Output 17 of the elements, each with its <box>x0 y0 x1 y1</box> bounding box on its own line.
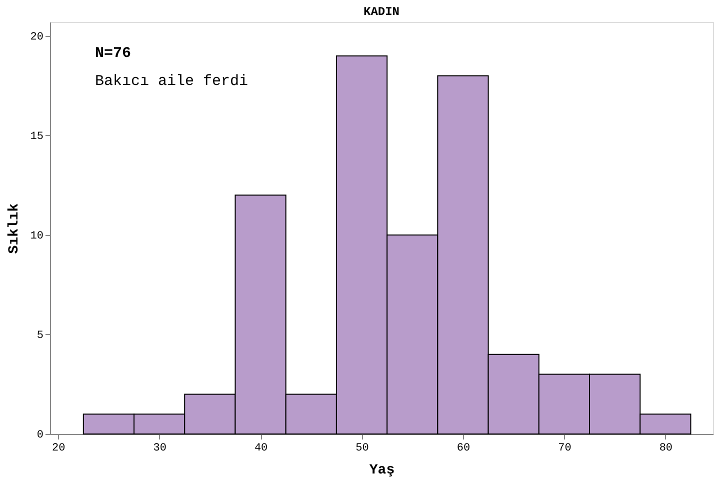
x-tick-label: 20 <box>52 442 66 454</box>
x-tick-label: 80 <box>659 442 673 454</box>
x-tick-label: 40 <box>254 442 268 454</box>
x-tick-label: 50 <box>356 442 369 454</box>
y-tick-label: 20 <box>30 31 44 44</box>
x-tick-label: 70 <box>558 442 572 454</box>
y-tick-label: 10 <box>30 230 44 242</box>
y-axis-title: Sıklık <box>6 203 22 254</box>
chart-title: KADIN <box>363 5 400 19</box>
x-tick-label: 60 <box>456 442 470 454</box>
x-tick-label: 30 <box>153 442 166 454</box>
annotation: Bakıcı aile ferdi <box>95 73 248 90</box>
x-axis-title: Yaş <box>369 462 395 478</box>
y-tick-label: 5 <box>36 330 44 342</box>
y-tick-label: 0 <box>36 430 44 442</box>
annotation: N=76 <box>95 45 132 62</box>
y-tick-label: 15 <box>30 130 44 143</box>
